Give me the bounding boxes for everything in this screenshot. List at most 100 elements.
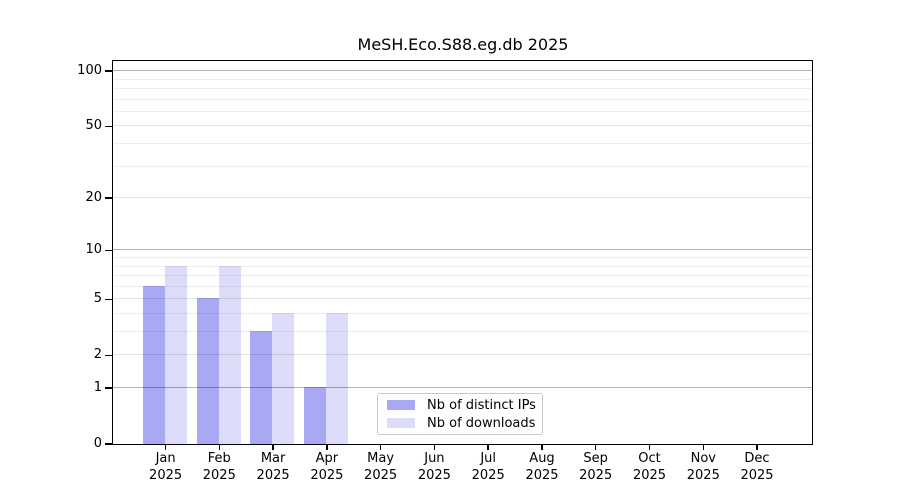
y-tick-1 bbox=[105, 387, 112, 389]
month-label: Jan bbox=[155, 451, 176, 466]
gridline-2 bbox=[113, 354, 812, 356]
legend-swatch-1 bbox=[387, 418, 415, 428]
y-tick-label-0: 0 bbox=[93, 436, 102, 451]
year-label: 2025 bbox=[417, 467, 451, 483]
bar-distinct-ips-feb bbox=[196, 298, 219, 444]
year-label: 2025 bbox=[310, 467, 344, 483]
x-tick-label-jun: Jun 2025 bbox=[404, 451, 464, 484]
minor-gridline-30 bbox=[113, 165, 812, 167]
x-tick-aug bbox=[541, 444, 543, 450]
y-tick-20 bbox=[105, 197, 112, 199]
x-tick-mar bbox=[272, 444, 274, 450]
x-tick-label-may: May 2025 bbox=[351, 451, 411, 484]
year-label: 2025 bbox=[632, 467, 667, 483]
y-tick-label-5: 5 bbox=[93, 291, 102, 307]
y-tick-100 bbox=[105, 70, 112, 72]
bar-downloads-feb bbox=[218, 265, 241, 444]
minor-gridline-7 bbox=[113, 275, 812, 276]
gridline-1 bbox=[113, 387, 812, 388]
y-tick-10 bbox=[105, 249, 112, 252]
month-label: Sep bbox=[583, 451, 608, 466]
x-tick-label-apr: Apr 2025 bbox=[297, 451, 357, 484]
month-label: Jun bbox=[424, 451, 445, 466]
x-tick-label-mar: Mar 2025 bbox=[243, 451, 303, 484]
month-label: Apr bbox=[315, 451, 339, 466]
chart-title: MeSH.Eco.S88.eg.db 2025 bbox=[357, 35, 569, 54]
bar-distinct-ips-jan bbox=[142, 285, 165, 444]
y-tick-label-10: 10 bbox=[85, 242, 102, 258]
y-tick-5 bbox=[105, 298, 112, 301]
gridline-20 bbox=[113, 197, 812, 199]
x-tick-label-oct: Oct 2025 bbox=[620, 451, 680, 484]
x-tick-label-sep: Sep 2025 bbox=[566, 451, 626, 484]
bars-layer bbox=[113, 61, 812, 444]
month-label: May bbox=[367, 451, 395, 466]
x-tick-dec bbox=[756, 444, 758, 450]
x-tick-jan bbox=[164, 444, 167, 450]
minor-gridline-6 bbox=[113, 285, 812, 287]
year-label: 2025 bbox=[364, 467, 398, 483]
y-tick-50 bbox=[105, 125, 112, 128]
gridline-100 bbox=[113, 70, 812, 72]
month-label: Nov bbox=[690, 451, 716, 466]
x-tick-jun bbox=[433, 444, 436, 450]
minor-gridline-70 bbox=[113, 98, 812, 100]
x-tick-apr bbox=[326, 444, 328, 450]
month-label: Feb bbox=[207, 451, 231, 466]
month-label: Dec bbox=[744, 451, 770, 466]
x-tick-label-jan: Jan 2025 bbox=[136, 451, 196, 484]
y-tick-0 bbox=[105, 443, 112, 445]
year-label: 2025 bbox=[740, 467, 774, 483]
minor-gridline-40 bbox=[113, 143, 812, 144]
y-tick-label-100: 100 bbox=[77, 63, 102, 79]
year-label: 2025 bbox=[525, 467, 559, 483]
minor-gridline-4 bbox=[113, 313, 812, 314]
x-tick-nov bbox=[702, 444, 705, 450]
x-tick-label-dec: Dec 2025 bbox=[727, 451, 787, 484]
year-label: 2025 bbox=[579, 467, 613, 483]
x-tick-may bbox=[379, 444, 382, 450]
minor-gridline-9 bbox=[113, 257, 812, 258]
month-label: Mar bbox=[260, 451, 286, 466]
legend-row-1: Nb of downloads bbox=[387, 415, 536, 431]
x-tick-feb bbox=[218, 444, 221, 450]
year-label: 2025 bbox=[686, 467, 720, 483]
year-label: 2025 bbox=[256, 467, 290, 483]
y-tick-2 bbox=[105, 354, 112, 357]
x-tick-label-feb: Feb 2025 bbox=[189, 451, 249, 484]
month-label: Aug bbox=[529, 451, 555, 466]
year-label: 2025 bbox=[471, 467, 505, 483]
month-label: Jul bbox=[480, 451, 497, 466]
minor-gridline-8 bbox=[113, 265, 812, 267]
minor-gridline-90 bbox=[113, 78, 812, 80]
year-label: 2025 bbox=[149, 467, 183, 483]
legend-row-0: Nb of distinct IPs bbox=[387, 397, 536, 413]
x-tick-oct bbox=[648, 444, 651, 450]
gridlines-layer bbox=[113, 61, 812, 444]
minor-gridline-80 bbox=[113, 88, 812, 89]
bar-downloads-mar bbox=[272, 313, 295, 444]
x-tick-jul bbox=[487, 444, 489, 450]
legend-label-0: Nb of distinct IPs bbox=[427, 397, 536, 413]
minor-gridline-3 bbox=[113, 331, 812, 332]
bar-downloads-jan bbox=[164, 265, 187, 444]
x-tick-label-aug: Aug 2025 bbox=[512, 451, 572, 484]
y-tick-label-20: 20 bbox=[85, 190, 102, 206]
year-label: 2025 bbox=[202, 467, 236, 483]
gridline-5 bbox=[113, 298, 812, 300]
month-label: Oct bbox=[638, 451, 661, 466]
x-tick-label-jul: Jul 2025 bbox=[458, 451, 518, 484]
x-tick-sep bbox=[594, 444, 597, 450]
bar-distinct-ips-mar bbox=[250, 331, 273, 444]
x-tick-label-nov: Nov 2025 bbox=[673, 451, 733, 484]
gridline-50 bbox=[113, 125, 812, 127]
y-tick-label-2: 2 bbox=[93, 347, 102, 363]
y-tick-label-50: 50 bbox=[85, 118, 102, 134]
legend-label-1: Nb of downloads bbox=[427, 415, 536, 431]
legend-swatch-0 bbox=[387, 400, 415, 410]
bar-distinct-ips-apr bbox=[304, 387, 327, 444]
legend: Nb of distinct IPs Nb of downloads bbox=[377, 393, 543, 435]
gridline-10 bbox=[113, 249, 812, 251]
y-tick-label-1: 1 bbox=[93, 380, 102, 395]
